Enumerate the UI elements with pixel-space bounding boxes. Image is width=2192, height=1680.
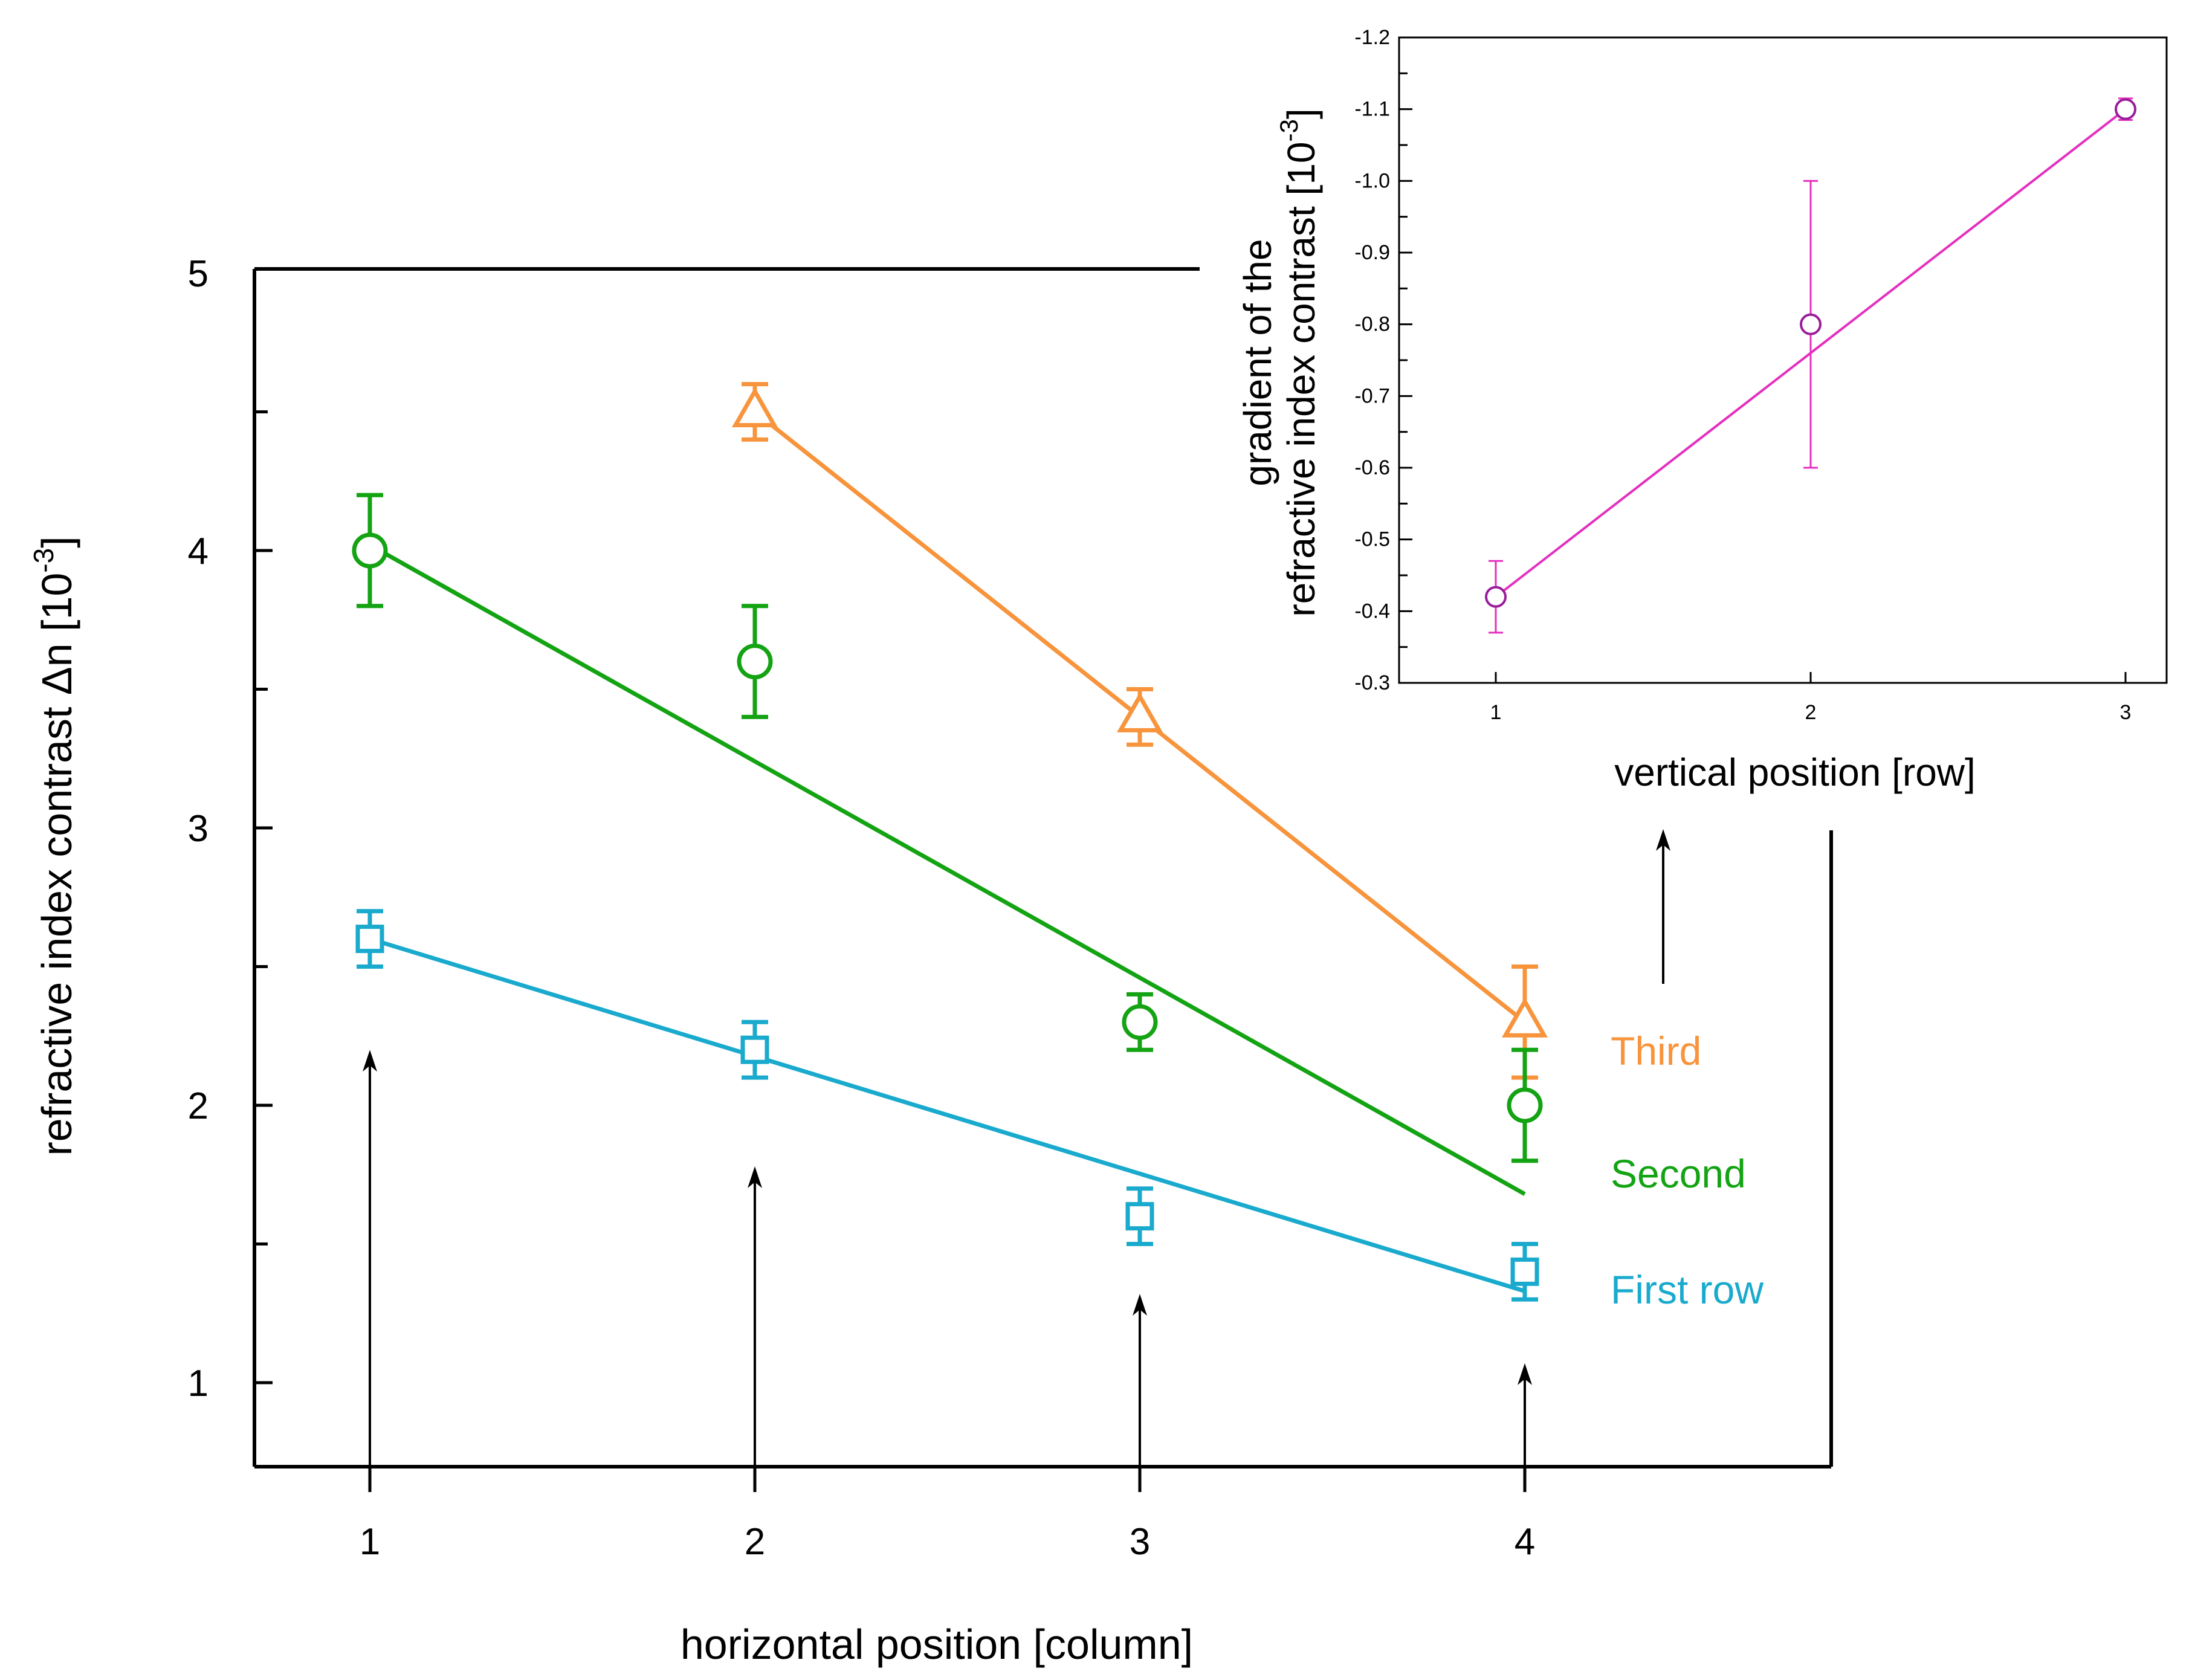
- marker-circle: [737, 644, 773, 680]
- main-x-tick-label: 3: [1130, 1521, 1150, 1563]
- data-point: [1125, 1186, 1154, 1246]
- inset-y-ticks: -0.3 -0.4 -0.5 -0.6 -0.7 -0.8 -0.9 -1.0 -1.1 -1.2: [1354, 26, 1412, 694]
- marker-square: [1510, 1257, 1539, 1286]
- marker-square: [740, 1035, 769, 1064]
- column-arrow-head: [1518, 1363, 1532, 1385]
- data-point: [737, 604, 773, 719]
- inset-y-label-line1: gradient of the: [1236, 239, 1279, 486]
- main-y-label-end: ]: [33, 536, 80, 548]
- inset-data-point: [1800, 179, 1822, 469]
- data-point: [355, 909, 384, 969]
- inset-y-tick-label: -1.2: [1354, 26, 1390, 49]
- inset-y-label-line2: refractive index contrast [10: [1279, 141, 1323, 616]
- inset-background: [1384, 37, 2182, 687]
- data-point: [740, 1019, 769, 1080]
- inset-y-tick-label: -0.6: [1354, 456, 1390, 479]
- main-x-tick-label: 4: [1515, 1521, 1535, 1563]
- marker-triangle: [731, 387, 778, 427]
- marker-square: [355, 925, 384, 954]
- data-point: [1510, 1242, 1539, 1302]
- inset-x-tick-label: 1: [1490, 701, 1502, 724]
- main-x-tick-label: 2: [745, 1521, 765, 1563]
- main-y-label-text: refractive index contrast Δn [10: [33, 573, 80, 1156]
- main-legend: Third Second First row: [1611, 1029, 1764, 1312]
- main-frame: [253, 267, 1833, 1468]
- main-data-points: [352, 382, 1548, 1302]
- column-arrow: [1133, 1294, 1147, 1467]
- inset-pointer-arrow: [1656, 829, 1670, 984]
- main-y-ticks: 1 2 3 4 5: [188, 253, 273, 1404]
- legend-third: Third: [1611, 1029, 1701, 1073]
- main-y-tick-label: 5: [188, 253, 209, 295]
- inset-data-point: [2115, 97, 2136, 121]
- inset-x-tick-label: 3: [2120, 701, 2132, 724]
- inset-y-label-end: ]: [1279, 108, 1323, 119]
- main-y-tick-label: 2: [188, 1085, 209, 1127]
- marker-circle: [1507, 1087, 1543, 1123]
- inset-x-ticks: 1 2 3: [1490, 672, 2132, 724]
- column-arrow-head: [1133, 1294, 1147, 1316]
- marker-triangle: [1116, 692, 1163, 732]
- inset-data-point: [1485, 560, 1507, 634]
- column-arrow-head: [363, 1050, 377, 1072]
- main-y-tick-label: 4: [188, 531, 209, 572]
- data-point: [1507, 1047, 1543, 1163]
- inset-y-tick-label: -0.7: [1354, 384, 1390, 407]
- data-point: [1122, 992, 1158, 1052]
- column-arrow-head: [748, 1166, 762, 1188]
- main-arrows: [363, 1050, 1532, 1467]
- marker-square: [1125, 1202, 1154, 1231]
- marker-triangle: [1501, 997, 1548, 1038]
- data-point: [731, 382, 778, 442]
- inset-marker-circle: [2115, 98, 2136, 120]
- inset-y-tick-label: -0.4: [1354, 599, 1390, 622]
- inset-y-tick-label: -0.8: [1354, 313, 1390, 336]
- inset-y-axis-label: gradient of the: [1236, 239, 1279, 486]
- main-y-tick-label: 3: [188, 808, 209, 850]
- data-point: [1116, 687, 1163, 747]
- inset-chart: -0.3 -0.4 -0.5 -0.6 -0.7 -0.8 -0.9 -1.0 -1.1 -1.2…: [1236, 26, 2182, 984]
- inset-y-tick-label: -0.5: [1354, 528, 1390, 551]
- inset-data-points: [1485, 97, 2136, 634]
- inset-x-tick-label: 2: [1805, 701, 1817, 724]
- main-x-axis-label: horizontal position [column]: [681, 1621, 1193, 1668]
- fit-line-second: [369, 543, 1526, 1196]
- inset-y-tick-label: -1.0: [1354, 169, 1390, 192]
- marker-circle: [1122, 1004, 1158, 1040]
- legend-first-row: First row: [1611, 1267, 1764, 1312]
- inset-y-tick-label: -0.3: [1354, 671, 1390, 694]
- inset-y-tick-label: -0.9: [1354, 241, 1390, 264]
- main-fit-lines: [369, 410, 1527, 1293]
- data-point: [352, 493, 388, 609]
- inset-y-axis-label-2: refractive index contrast [10-3]: [1275, 108, 1323, 616]
- column-arrow: [748, 1166, 762, 1467]
- fit-line-first-row: [369, 937, 1526, 1293]
- inset-pointer-head: [1656, 829, 1670, 851]
- legend-second: Second: [1611, 1151, 1746, 1196]
- inset-y-tick-label: -1.1: [1354, 98, 1390, 121]
- inset-x-axis-label: vertical position [row]: [1614, 751, 1976, 794]
- column-arrow: [1518, 1363, 1532, 1467]
- inset-marker-circle: [1485, 586, 1507, 608]
- marker-circle: [352, 532, 388, 569]
- inset-marker-circle: [1800, 313, 1822, 335]
- main-y-tick-label: 1: [188, 1363, 209, 1404]
- main-x-tick-label: 1: [360, 1521, 380, 1563]
- main-y-axis-label: refractive index contrast Δn [10-3]: [28, 536, 80, 1155]
- column-arrow: [363, 1050, 377, 1467]
- main-x-ticks: 1 2 3 4: [360, 1467, 1535, 1563]
- main-y-label-sup: -3: [28, 548, 59, 573]
- inset-y-label-sup: -3: [1275, 119, 1303, 141]
